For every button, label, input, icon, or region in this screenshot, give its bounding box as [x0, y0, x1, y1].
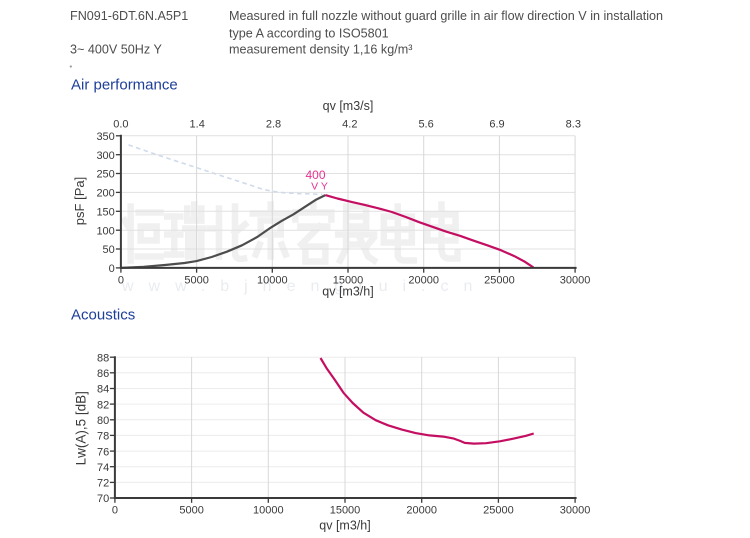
- svg-text:400: 400: [305, 168, 325, 182]
- svg-text:FN091-6DT.6N.A5P1: FN091-6DT.6N.A5P1: [70, 9, 188, 23]
- svg-text:type A according to ISO5801: type A according to ISO5801: [229, 27, 389, 41]
- svg-text:0: 0: [112, 504, 118, 516]
- svg-text:qv [m3/h]: qv [m3/h]: [319, 519, 370, 533]
- svg-text:qv [m3/s]: qv [m3/s]: [323, 99, 374, 113]
- svg-text:15000: 15000: [333, 274, 364, 286]
- svg-text:150: 150: [96, 207, 114, 219]
- svg-text:72: 72: [97, 478, 109, 490]
- svg-text:300: 300: [96, 150, 114, 162]
- svg-text:3~ 400V 50Hz Y: 3~ 400V 50Hz Y: [70, 43, 162, 57]
- svg-text:15000: 15000: [330, 504, 361, 516]
- svg-text:4.2: 4.2: [342, 119, 357, 131]
- svg-text:250: 250: [96, 169, 114, 181]
- svg-text:70: 70: [97, 493, 109, 505]
- svg-text:0.0: 0.0: [113, 119, 128, 131]
- svg-text:6.9: 6.9: [489, 119, 504, 131]
- svg-text:www.bjhengrui.cn: www.bjhengrui.cn: [121, 278, 487, 295]
- svg-text:0: 0: [109, 263, 115, 275]
- svg-text:1.4: 1.4: [190, 119, 205, 131]
- svg-text:5.6: 5.6: [418, 119, 433, 131]
- svg-text:Air performance: Air performance: [71, 77, 178, 94]
- svg-text:86: 86: [97, 368, 109, 380]
- svg-text:25000: 25000: [484, 274, 515, 286]
- svg-text:8.3: 8.3: [566, 119, 581, 131]
- svg-text:qv [m3/h]: qv [m3/h]: [322, 285, 373, 299]
- svg-text:Lw(A),5 [dB]: Lw(A),5 [dB]: [74, 391, 89, 465]
- svg-text:76: 76: [97, 446, 109, 458]
- svg-text:measurement density 1,16 kg/m³: measurement density 1,16 kg/m³: [229, 43, 412, 57]
- svg-text:Acoustics: Acoustics: [71, 307, 135, 324]
- svg-text:74: 74: [97, 462, 109, 474]
- svg-text:5000: 5000: [179, 504, 203, 516]
- svg-text:10000: 10000: [253, 504, 284, 516]
- svg-text:V Y: V Y: [311, 181, 328, 193]
- svg-text:Measured in full nozzle withou: Measured in full nozzle without guard gr…: [229, 9, 663, 23]
- svg-text:10000: 10000: [257, 274, 288, 286]
- svg-text:20000: 20000: [406, 504, 437, 516]
- svg-text:84: 84: [97, 384, 109, 396]
- svg-text:100: 100: [96, 225, 114, 237]
- svg-text:200: 200: [96, 188, 114, 200]
- svg-text:psF [Pa]: psF [Pa]: [72, 177, 87, 225]
- svg-text:25000: 25000: [483, 504, 514, 516]
- svg-text:82: 82: [97, 399, 109, 411]
- svg-text:80: 80: [97, 415, 109, 427]
- svg-text:50: 50: [103, 244, 115, 256]
- svg-text:0: 0: [118, 274, 124, 286]
- svg-text:350: 350: [96, 131, 114, 143]
- svg-text:30000: 30000: [560, 274, 591, 286]
- svg-text:2.8: 2.8: [266, 119, 281, 131]
- svg-text:88: 88: [97, 352, 109, 364]
- svg-text:20000: 20000: [408, 274, 439, 286]
- svg-text:5000: 5000: [184, 274, 208, 286]
- svg-text:30000: 30000: [560, 504, 591, 516]
- svg-text:78: 78: [97, 431, 109, 443]
